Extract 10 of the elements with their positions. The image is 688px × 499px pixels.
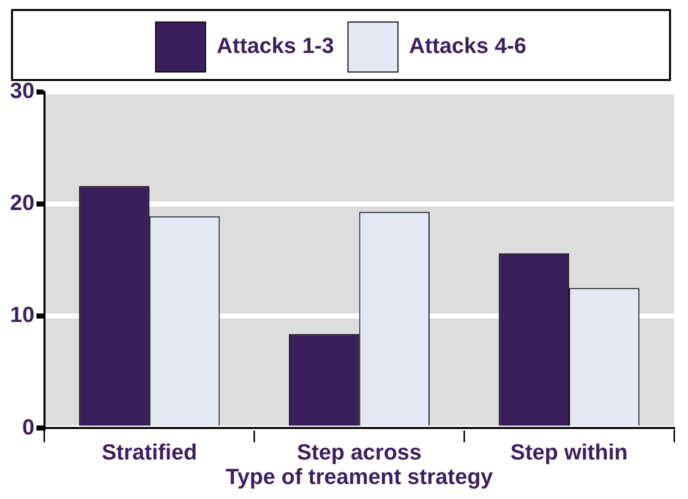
y-tick-label: 30 bbox=[10, 78, 34, 104]
legend-label: Attacks 4-6 bbox=[409, 33, 526, 58]
x-tick-label: Step within bbox=[510, 439, 628, 464]
y-tick-label: 10 bbox=[10, 302, 34, 328]
x-tick-label: Step across bbox=[296, 439, 422, 464]
y-tick-label: 20 bbox=[10, 190, 34, 216]
y-tick-label: 0 bbox=[22, 414, 34, 440]
x-axis-title: Type of treament strategy bbox=[226, 464, 494, 489]
x-tick-label: Stratified bbox=[102, 439, 198, 464]
legend-label: Attacks 1-3 bbox=[216, 33, 334, 58]
